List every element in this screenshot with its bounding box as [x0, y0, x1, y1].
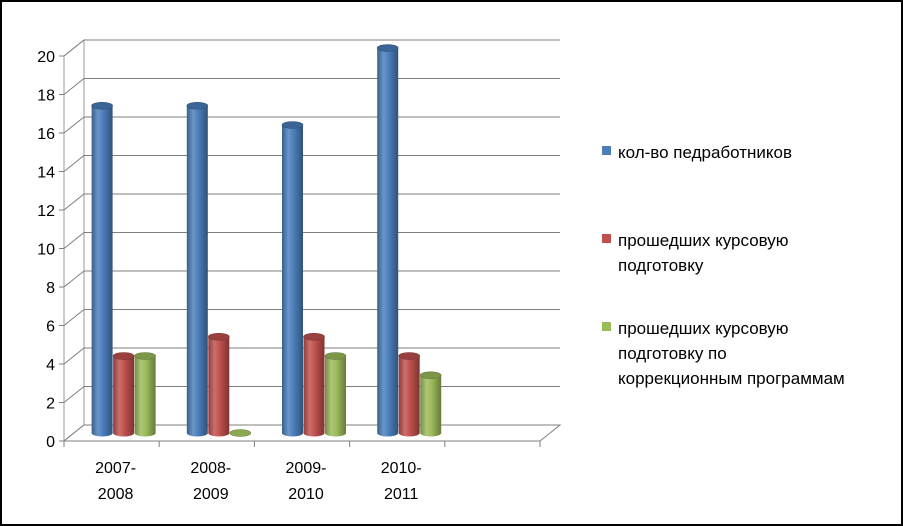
legend-swatch [602, 234, 611, 243]
bar-top-1 [208, 332, 230, 341]
x-category-label: 2009 [193, 486, 229, 503]
x-category-label: 2007- [95, 460, 136, 477]
y-tick-label: 14 [37, 165, 55, 182]
legend-label: прошедших курсовую подготовку [618, 228, 888, 278]
y-tick-label: 0 [46, 434, 55, 451]
gridline [63, 39, 560, 57]
x-category-label: 2009- [286, 460, 327, 477]
legend-swatch [602, 322, 611, 331]
bar-top-2 [324, 352, 347, 360]
gridline [63, 309, 560, 326]
bar-top-0 [281, 121, 304, 129]
bar-body-2 [134, 356, 156, 437]
bar-body-0 [282, 125, 303, 437]
y-tick-label: 10 [37, 242, 55, 259]
legend-label-line: прошедших курсовую [618, 319, 789, 338]
gridline [63, 116, 560, 134]
gridline [63, 270, 560, 288]
bar-top-0 [376, 44, 399, 52]
legend-label-line: кол-во педработников [618, 143, 793, 162]
bar-body-1 [113, 356, 135, 437]
y-tick-label: 4 [46, 357, 55, 374]
bar-body-0 [186, 105, 208, 437]
bar-top-1 [112, 352, 135, 360]
y-tick-label: 16 [37, 126, 55, 143]
bar-body-0 [377, 48, 399, 437]
bar-body-2 [325, 356, 346, 437]
bar-body-0 [91, 105, 113, 437]
x-category-label: 2008 [98, 486, 134, 503]
y-tick-label: 2 [46, 396, 55, 413]
legend-label: прошедших курсовую подготовку по коррекцио… [618, 316, 888, 391]
bar-top-2 [134, 352, 156, 360]
gridline [63, 155, 560, 172]
bar-top-1 [303, 332, 325, 341]
legend-label-line: подготовку [618, 256, 704, 275]
bar-top-1 [398, 352, 421, 360]
legend-label: кол-во педработников [618, 140, 888, 165]
bar-top-0 [91, 101, 113, 110]
legend-item: прошедших курсовую подготовку [602, 228, 888, 278]
bar-body-1 [398, 356, 420, 437]
bar-flat-2 [229, 429, 252, 437]
bar-body-1 [303, 336, 325, 437]
y-tick-label: 18 [37, 88, 55, 105]
x-category-label: 2011 [384, 486, 419, 503]
y-tick-label: 20 [37, 49, 55, 66]
bar-top-0 [186, 101, 209, 110]
legend-label-line: коррекционным программам [618, 369, 845, 388]
bar-body-1 [208, 336, 230, 437]
gridline [63, 232, 560, 249]
y-tick-label: 8 [46, 280, 55, 297]
y-tick-label: 12 [37, 203, 55, 220]
x-category-label: 2008- [190, 460, 231, 477]
gridline [63, 347, 560, 365]
x-category-label: 2010 [288, 486, 324, 503]
gridline [63, 78, 560, 95]
bar-top-2 [419, 371, 442, 380]
gridline [63, 193, 560, 211]
x-category-label: 2010- [381, 460, 422, 477]
legend-item: прошедших курсовую подготовку по коррекцио… [602, 316, 888, 391]
bar-body-2 [420, 375, 442, 437]
legend-swatch [602, 146, 611, 155]
legend-label-line: прошедших курсовую [618, 231, 789, 250]
y-tick-label: 6 [46, 319, 55, 336]
legend-item: кол-во педработников [602, 140, 888, 165]
legend-label-line: подготовку по [618, 344, 727, 363]
